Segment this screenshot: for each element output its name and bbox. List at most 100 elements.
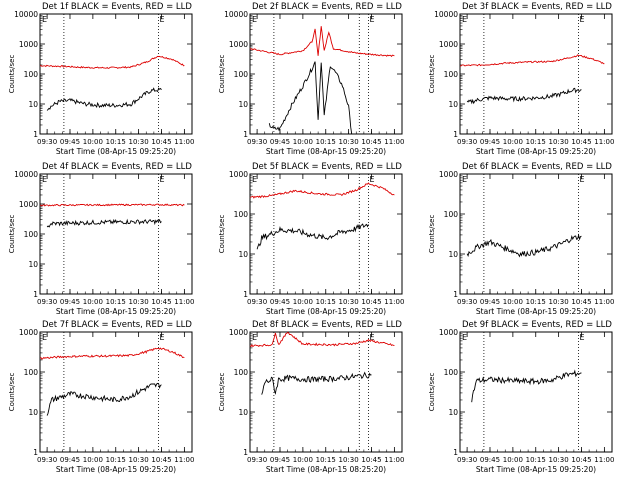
x-tick-label: 10:30 xyxy=(549,138,569,146)
x-tick-label: 10:00 xyxy=(83,298,103,306)
x-tick-label: 10:15 xyxy=(106,298,126,306)
x-tick-label: 10:00 xyxy=(503,456,523,464)
lld-series-line xyxy=(39,55,185,69)
x-tick-label: 09:45 xyxy=(270,456,290,464)
y-tick-label: 100 xyxy=(24,368,39,377)
y-tick-label: 100 xyxy=(444,368,459,377)
x-tick-label: 10:15 xyxy=(106,456,126,464)
events-series-line xyxy=(466,87,582,105)
panel-title: Det 6f BLACK = Events, RED = LLD xyxy=(462,162,612,172)
marker-label-right: E xyxy=(579,175,584,184)
x-tick-label: 09:30 xyxy=(457,456,477,464)
panel-title: Det 4f BLACK = Events, RED = LLD xyxy=(42,162,192,172)
y-tick-label: 10 xyxy=(238,408,248,417)
y-tick-label: 1 xyxy=(33,130,38,139)
y-tick-label: 1 xyxy=(453,290,458,299)
y-axis-label: Counts/sec xyxy=(428,373,436,412)
x-tick-label: 10:15 xyxy=(316,298,336,306)
y-tick-label: 10000 xyxy=(14,170,38,179)
y-tick-label: 1000 xyxy=(19,200,38,209)
x-tick-label: 11:00 xyxy=(594,456,614,464)
lld-series-line xyxy=(249,182,395,199)
marker-label-right: E xyxy=(579,15,584,24)
y-tick-label: 100 xyxy=(234,70,249,79)
x-tick-label: 10:15 xyxy=(106,138,126,146)
detector-panel: Det 7f BLACK = Events, RED = LLD 1 10 100 10… xyxy=(8,320,194,474)
y-axis-label: Counts/sec xyxy=(8,55,16,94)
y-tick-label: 1000 xyxy=(229,40,248,49)
x-tick-label: 11:00 xyxy=(384,456,404,464)
detector-panel: Det 8f BLACK = Events, RED = LLD 1 10 100 10… xyxy=(218,320,404,474)
x-tick-label: 10:00 xyxy=(83,456,103,464)
y-tick-label: 1000 xyxy=(439,40,458,49)
x-tick-label: 10:00 xyxy=(293,298,313,306)
y-tick-label: 10 xyxy=(28,408,38,417)
x-tick-label: 10:15 xyxy=(526,456,546,464)
panel-title: Det 8f BLACK = Events, RED = LLD xyxy=(252,320,402,330)
x-tick-label: 10:15 xyxy=(526,138,546,146)
plot-frame xyxy=(39,13,193,135)
y-tick-label: 10 xyxy=(448,100,458,109)
x-tick-label: 10:45 xyxy=(151,138,171,146)
x-tick-label: 09:45 xyxy=(480,456,500,464)
y-tick-label: 10 xyxy=(28,100,38,109)
marker-label-left: E xyxy=(462,175,467,184)
x-tick-label: 11:00 xyxy=(174,456,194,464)
panel-title: Det 3f BLACK = Events, RED = LLD xyxy=(462,2,612,12)
y-tick-label: 1 xyxy=(453,130,458,139)
plot-frame xyxy=(459,331,613,453)
lld-series-line xyxy=(460,54,605,67)
y-axis-label: Counts/sec xyxy=(218,215,226,254)
marker-label-right: E xyxy=(369,175,374,184)
x-tick-label: 10:15 xyxy=(316,138,336,146)
panel-title: Det 5f BLACK = Events, RED = LLD xyxy=(252,162,402,172)
x-axis-label: Start Time (08-Apr-15 09:25:20) xyxy=(476,147,596,156)
lld-series-line xyxy=(39,203,185,207)
x-tick-label: 11:00 xyxy=(174,138,194,146)
y-tick-label: 1 xyxy=(243,290,248,299)
x-tick-label: 09:30 xyxy=(247,298,267,306)
marker-label-left: E xyxy=(252,175,257,184)
x-tick-label: 09:30 xyxy=(247,456,267,464)
x-tick-label: 10:30 xyxy=(129,456,149,464)
marker-label-left: E xyxy=(42,333,47,342)
x-tick-label: 10:30 xyxy=(549,456,569,464)
y-tick-label: 10 xyxy=(448,250,458,259)
detector-panel: Det 4f BLACK = Events, RED = LLD 1 10 100 10… xyxy=(8,162,194,316)
y-tick-label: 1 xyxy=(453,448,458,457)
marker-label-left: E xyxy=(462,15,467,24)
x-tick-label: 09:30 xyxy=(37,138,57,146)
x-tick-label: 10:45 xyxy=(361,138,381,146)
marker-label-right: E xyxy=(369,333,374,342)
x-tick-label: 09:45 xyxy=(60,138,80,146)
y-tick-label: 1000 xyxy=(439,328,458,337)
y-axis-label: Counts/sec xyxy=(428,215,436,254)
x-tick-label: 09:45 xyxy=(270,138,290,146)
plot-frame xyxy=(39,173,193,295)
x-axis-label: Start Time (08-Apr-15 09:25:20) xyxy=(56,147,176,156)
x-tick-label: 11:00 xyxy=(594,138,614,146)
x-tick-label: 09:45 xyxy=(480,138,500,146)
y-tick-label: 10000 xyxy=(224,10,248,19)
x-tick-label: 11:00 xyxy=(174,298,194,306)
y-tick-label: 100 xyxy=(444,210,459,219)
y-tick-label: 1000 xyxy=(229,170,248,179)
lld-series-line xyxy=(249,26,395,58)
y-tick-label: 10 xyxy=(238,100,248,109)
plot-frame xyxy=(39,331,193,453)
x-axis-label: Start Time (08-Apr-15 09:25:20) xyxy=(476,307,596,316)
x-tick-label: 10:00 xyxy=(293,138,313,146)
lld-series-line xyxy=(40,347,185,360)
events-series-line xyxy=(256,223,369,250)
y-tick-label: 100 xyxy=(444,70,459,79)
plot-frame xyxy=(249,173,403,295)
y-axis-label: Counts/sec xyxy=(218,373,226,412)
plot-frame xyxy=(249,331,403,453)
x-tick-label: 11:00 xyxy=(594,298,614,306)
x-tick-label: 10:00 xyxy=(293,456,313,464)
x-axis-label: Start Time (08-Apr-15 09:25:20) xyxy=(56,307,176,316)
x-axis-label: Start Time (08-Apr-15 08:25:20) xyxy=(266,465,386,474)
y-tick-label: 1 xyxy=(243,130,248,139)
y-axis-label: Counts/sec xyxy=(218,55,226,94)
